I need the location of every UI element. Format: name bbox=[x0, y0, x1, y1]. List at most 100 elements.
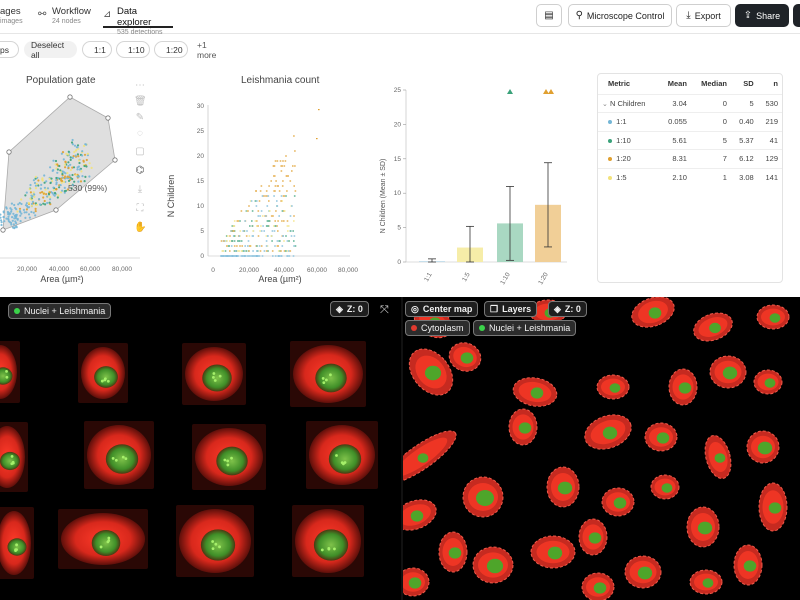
count-xtick: 20,000 bbox=[239, 267, 259, 274]
parasite-spot bbox=[327, 546, 331, 550]
expand-icon[interactable]: ⤧ bbox=[380, 304, 389, 316]
field-nucleus bbox=[557, 481, 573, 495]
groups-chip[interactable]: ps bbox=[0, 41, 19, 58]
z-level-button-right[interactable]: ◈ Z: 0 bbox=[548, 301, 587, 317]
gate-point bbox=[73, 180, 76, 183]
gate-vertex-handle[interactable] bbox=[67, 94, 73, 100]
tab-images[interactable]: ages images bbox=[0, 6, 24, 30]
count-point bbox=[262, 225, 264, 227]
cell-gallery-viewer[interactable]: Nuclei + Leishmania ◈ Z: 0 ⤧ bbox=[0, 297, 401, 600]
count-point bbox=[285, 250, 287, 252]
gate-vertex-handle[interactable] bbox=[6, 149, 12, 155]
count-point bbox=[244, 220, 246, 222]
more-filters-chip[interactable]: +1 more bbox=[190, 40, 232, 60]
microscope-control-button[interactable]: ⚲ Microscope Control bbox=[568, 4, 672, 27]
count-point bbox=[254, 255, 257, 257]
channel-nuclei-leishmania-right[interactable]: Nuclei + Leishmania bbox=[473, 320, 577, 336]
gate-point bbox=[75, 149, 78, 152]
gate-point bbox=[27, 206, 31, 209]
gate-point bbox=[27, 213, 31, 216]
share-button[interactable]: ⇪ Share bbox=[735, 4, 789, 27]
field-nucleus bbox=[722, 366, 738, 380]
download-icon[interactable]: ⤓ bbox=[137, 184, 143, 195]
filter-chip-1-1[interactable]: 1:1 bbox=[82, 41, 112, 58]
parasite-spot bbox=[121, 455, 125, 459]
count-point bbox=[292, 165, 294, 167]
count-point bbox=[242, 250, 245, 252]
population-gate-chart[interactable]: 530 (99%) 20,000 40,000 60,000 80,000 Ar… bbox=[0, 86, 140, 286]
gate-point bbox=[76, 153, 79, 156]
bar-ytick-label: 25 bbox=[394, 87, 402, 94]
count-point bbox=[273, 175, 275, 177]
center-map-button[interactable]: ◎ Center map bbox=[405, 301, 479, 317]
rectangle-icon[interactable]: ▢ bbox=[135, 146, 145, 157]
gate-point bbox=[63, 190, 66, 193]
bar-xtick-label: 1:10 bbox=[499, 271, 512, 286]
count-point bbox=[277, 220, 279, 222]
filter-chip-1-10[interactable]: 1:10 bbox=[116, 41, 150, 58]
cell-gallery-canvas[interactable] bbox=[0, 297, 401, 600]
polygon-tool-icon[interactable]: ⌬ bbox=[135, 165, 145, 176]
pencil-icon[interactable]: ✎ bbox=[135, 112, 145, 123]
count-point bbox=[280, 255, 283, 257]
gate-point bbox=[82, 159, 85, 162]
parasite-spot bbox=[10, 454, 14, 458]
count-point bbox=[271, 240, 273, 242]
viewer-divider[interactable] bbox=[401, 297, 403, 600]
gate-vertex-handle[interactable] bbox=[112, 157, 118, 163]
count-xtick: 40,000 bbox=[274, 267, 294, 274]
gate-vertex-handle[interactable] bbox=[105, 115, 111, 121]
gate-point bbox=[55, 188, 58, 191]
z-level-button-left[interactable]: ◈ Z: 0 bbox=[330, 301, 369, 317]
field-map-canvas[interactable] bbox=[403, 297, 800, 600]
count-point bbox=[250, 200, 253, 202]
count-point bbox=[286, 250, 288, 252]
export-button[interactable]: ⤓ Export bbox=[676, 4, 731, 27]
user-menu-button[interactable] bbox=[793, 4, 800, 27]
tab-images-sub: images bbox=[0, 18, 23, 25]
gate-point bbox=[3, 220, 6, 223]
gate-point bbox=[51, 169, 54, 172]
count-point bbox=[265, 215, 267, 217]
top-header: ages images ⚯ Workflow 24 nodes ⊿ Data e… bbox=[0, 0, 800, 36]
count-point bbox=[274, 190, 276, 192]
pan-hand-icon[interactable]: ✋ bbox=[134, 222, 147, 233]
gate-point bbox=[54, 163, 57, 166]
gate-point bbox=[20, 212, 23, 215]
layers-button[interactable]: ❐ Layers bbox=[484, 301, 538, 317]
gate-point bbox=[44, 188, 47, 191]
channel-cytoplasm[interactable]: Cytoplasm bbox=[405, 320, 470, 336]
count-point bbox=[276, 205, 279, 207]
field-map-viewer[interactable]: ◎ Center map ❐ Layers ◈ Z: 0 Cytoplasm N… bbox=[403, 297, 800, 600]
trash-icon[interactable]: 🗑 bbox=[134, 96, 147, 107]
count-point bbox=[292, 255, 295, 257]
gate-point bbox=[61, 172, 64, 176]
count-point bbox=[236, 220, 239, 222]
gate-point bbox=[60, 152, 64, 155]
count-point bbox=[227, 255, 229, 257]
gate-point bbox=[61, 151, 65, 154]
gate-vertex-handle[interactable] bbox=[53, 207, 59, 213]
n-children-bar-chart[interactable]: 0 5 10 15 20 25 1:1 1:5 1:10 1:20 N Children (Me… bbox=[372, 86, 582, 286]
count-point bbox=[231, 240, 234, 242]
deselect-all-chip[interactable]: Deselect all bbox=[24, 40, 77, 60]
select-tool-icon[interactable]: ⋯ bbox=[135, 80, 145, 91]
leishmania-count-chart[interactable]: 0 5 10 15 20 25 30 0 20,000 40,000 60,00… bbox=[160, 86, 360, 286]
z-level-label: Z: 0 bbox=[564, 304, 581, 314]
gate-vertex-handle[interactable] bbox=[0, 227, 6, 233]
field-nucleus bbox=[530, 387, 544, 399]
stats-header: Metric bbox=[608, 79, 631, 89]
lasso-icon[interactable]: ◌ bbox=[137, 128, 143, 139]
channel-nuclei-leishmania-left[interactable]: Nuclei + Leishmania bbox=[8, 303, 112, 319]
series-dot bbox=[608, 176, 612, 180]
count-point bbox=[267, 220, 270, 222]
stats-row-group[interactable]: ⌄ N Children 3.04 0 5 530 bbox=[598, 93, 782, 113]
count-point bbox=[220, 240, 223, 242]
gate-point bbox=[85, 158, 88, 162]
gate-point bbox=[48, 191, 51, 194]
filter-chip-1-20[interactable]: 1:20 bbox=[154, 41, 188, 58]
fit-icon[interactable]: ⛶ bbox=[136, 203, 144, 214]
tab-data-explorer[interactable]: ⊿ Data explorer 535 detections bbox=[103, 6, 173, 36]
comments-button[interactable]: ▤ bbox=[536, 4, 562, 27]
tab-workflow[interactable]: ⚯ Workflow 24 nodes bbox=[38, 6, 93, 30]
